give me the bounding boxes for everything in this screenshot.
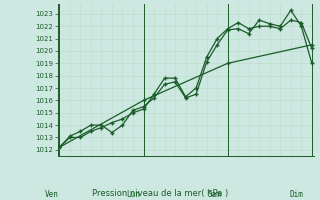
Text: Pression niveau de la mer( hPa ): Pression niveau de la mer( hPa ) <box>92 189 228 198</box>
Text: Sam: Sam <box>208 190 222 199</box>
Text: Dim: Dim <box>290 190 303 199</box>
Text: Lun: Lun <box>126 190 140 199</box>
Text: Ven: Ven <box>45 190 59 199</box>
